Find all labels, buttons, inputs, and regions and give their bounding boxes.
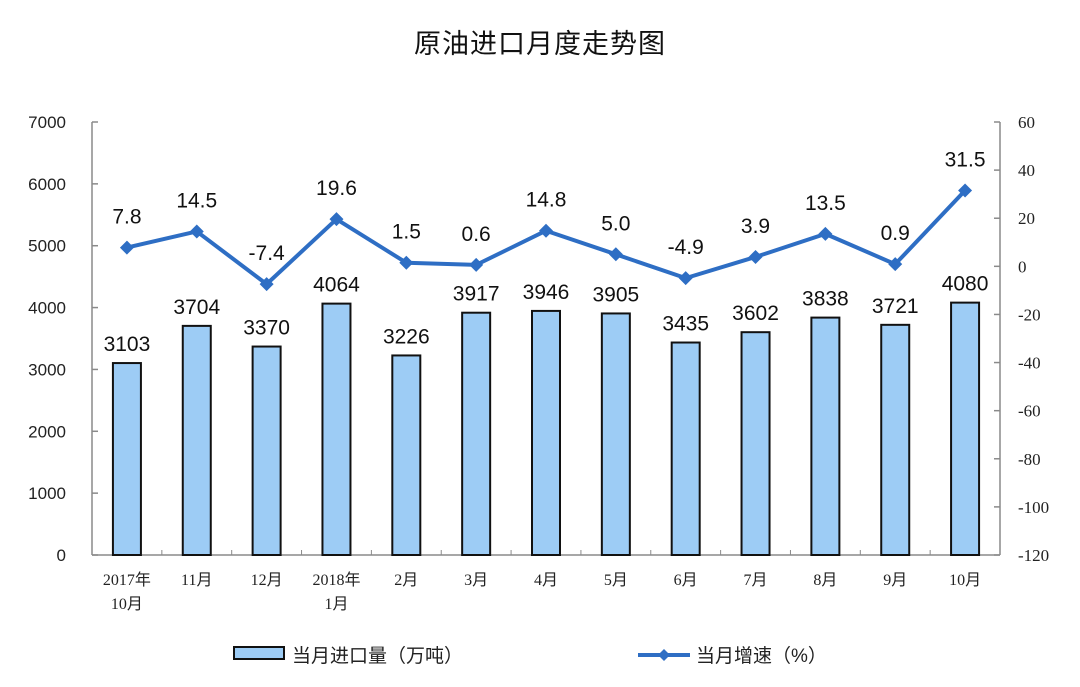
left-tick-label: 6000 <box>28 175 66 194</box>
right-tick-label: 40 <box>1018 161 1035 180</box>
bar <box>531 309 561 556</box>
bar-value-label: 3103 <box>104 333 151 356</box>
right-tick-label: -20 <box>1018 305 1041 324</box>
bar <box>181 324 212 556</box>
bar-value-label: 4080 <box>942 273 989 296</box>
x-category-label: 2017年 <box>103 571 151 589</box>
x-category-label: 3月 <box>464 572 488 589</box>
bar-value-label: 3370 <box>243 317 290 340</box>
bar-series: 3103 3704 3370 4064 3226 3917 3946 3905 3435 3602… <box>104 273 989 557</box>
right-tick-label: 20 <box>1018 209 1035 228</box>
diamond-marker-icon <box>399 255 414 270</box>
diamond-marker-icon <box>189 224 204 239</box>
line-value-label: 31.5 <box>945 149 986 172</box>
x-category-label: 11月 <box>181 572 212 589</box>
bar <box>391 354 422 556</box>
left-tick-label: 7000 <box>28 113 66 132</box>
bar <box>740 331 771 557</box>
legend-line-label: 当月增速（%） <box>696 645 827 667</box>
x-category-label: 2018年 <box>312 571 360 589</box>
axes: 0 1000 2000 3000 4000 5000 6000 7000 -120 -100 -80… <box>28 113 1049 565</box>
line-value-label: 14.5 <box>176 189 217 212</box>
right-tick-label: 60 <box>1018 113 1035 132</box>
line-value-label: 19.6 <box>316 177 357 200</box>
x-category-label: 6月 <box>674 572 698 589</box>
right-tick-label: 0 <box>1018 257 1027 276</box>
line-value-label: 0.9 <box>881 222 910 245</box>
diamond-marker-icon <box>608 247 623 262</box>
line-value-label: 5.0 <box>601 212 630 235</box>
left-tick-label: 1000 <box>28 484 66 503</box>
bar-value-label: 3946 <box>523 281 570 304</box>
line-value-label: 13.5 <box>805 192 846 215</box>
left-tick-label: 4000 <box>28 299 66 318</box>
x-category-label: 5月 <box>604 572 628 589</box>
bar-value-label: 3905 <box>592 283 639 306</box>
bar-value-label: 4064 <box>313 274 360 297</box>
legend-diamond-icon <box>658 649 670 661</box>
diamond-marker-icon <box>469 257 484 272</box>
bar <box>461 311 492 556</box>
diamond-marker-icon <box>818 226 833 241</box>
bar-value-label: 3704 <box>173 296 220 319</box>
x-category-label: 12月 <box>251 572 283 589</box>
bar <box>251 345 282 557</box>
line-series: 7.8 14.5 -7.4 19.6 1.5 0.6 14.8 5.0 -4.9 3.9 13.5 0… <box>112 149 986 292</box>
bar <box>670 341 701 556</box>
diamond-marker-icon <box>259 277 274 292</box>
x-category-label: 10月 <box>111 596 143 613</box>
diamond-marker-icon <box>119 240 134 255</box>
left-tick-label: 0 <box>57 546 66 565</box>
x-category-label: 2月 <box>394 572 418 589</box>
x-category-label: 8月 <box>813 572 837 589</box>
chart-title: 原油进口月度走势图 <box>414 29 666 60</box>
right-tick-label: -40 <box>1018 354 1041 373</box>
legend: 当月进口量（万吨） 当月增速（%） <box>233 645 827 667</box>
line-value-label: -4.9 <box>668 236 704 259</box>
bar-value-label: 3721 <box>872 295 919 318</box>
bar-value-label: 3917 <box>453 283 500 306</box>
bar-value-label: 3226 <box>383 325 430 348</box>
bar <box>111 362 142 556</box>
x-category-label: 4月 <box>534 572 558 589</box>
line-value-label: 14.8 <box>526 189 567 212</box>
right-tick-label: -60 <box>1018 402 1041 421</box>
diamond-marker-icon <box>958 183 973 198</box>
line-value-label: 7.8 <box>112 206 141 229</box>
legend-bar-label: 当月进口量（万吨） <box>292 645 463 667</box>
bar-value-label: 3602 <box>732 302 779 325</box>
diamond-marker-icon <box>748 249 763 264</box>
line-value-label: 0.6 <box>462 223 491 246</box>
right-tick-label: -80 <box>1018 450 1041 469</box>
bar <box>321 302 352 557</box>
bar <box>880 323 911 556</box>
left-tick-label: 3000 <box>28 360 66 379</box>
right-tick-label: -120 <box>1018 546 1049 565</box>
bar <box>600 312 631 556</box>
diamond-marker-icon <box>888 257 903 272</box>
line-value-label: -7.4 <box>249 242 286 265</box>
bar <box>950 301 981 556</box>
bar-value-label: 3838 <box>802 288 849 311</box>
diamond-marker-icon <box>539 223 553 238</box>
x-category-label: 10月 <box>949 572 981 589</box>
right-tick-label: -100 <box>1018 498 1049 517</box>
line-value-label: 3.9 <box>741 215 770 238</box>
bar <box>810 316 841 556</box>
x-axis-labels: 2017年 10月 11月 12月 2018年 1月 2月 3月 4月 5月 6月 7月 8月 9月 10月 <box>103 571 981 613</box>
x-category-label: 1月 <box>324 596 348 613</box>
left-tick-label: 2000 <box>28 422 66 441</box>
bar-value-label: 3435 <box>662 313 709 336</box>
line-value-label: 1.5 <box>392 221 421 244</box>
x-category-label: 7月 <box>744 572 768 589</box>
diamond-marker-icon <box>678 271 693 286</box>
x-category-label: 9月 <box>883 572 907 589</box>
left-tick-label: 5000 <box>28 237 66 256</box>
legend-bar-swatch <box>233 646 285 660</box>
diamond-marker-icon <box>329 212 344 227</box>
